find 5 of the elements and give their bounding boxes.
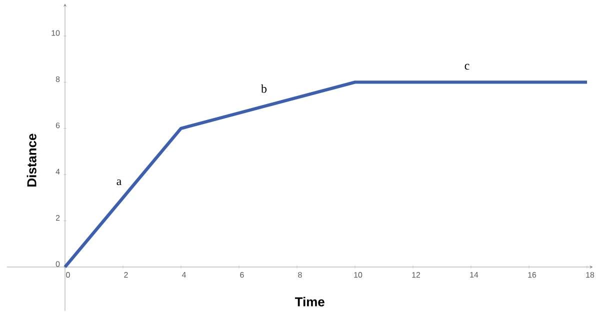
y-axis-title: Distance xyxy=(26,134,36,186)
annotation: a xyxy=(116,179,122,186)
annotation: b xyxy=(261,84,267,93)
x-axis-title: Time xyxy=(295,296,324,306)
annotation: c xyxy=(464,64,470,70)
